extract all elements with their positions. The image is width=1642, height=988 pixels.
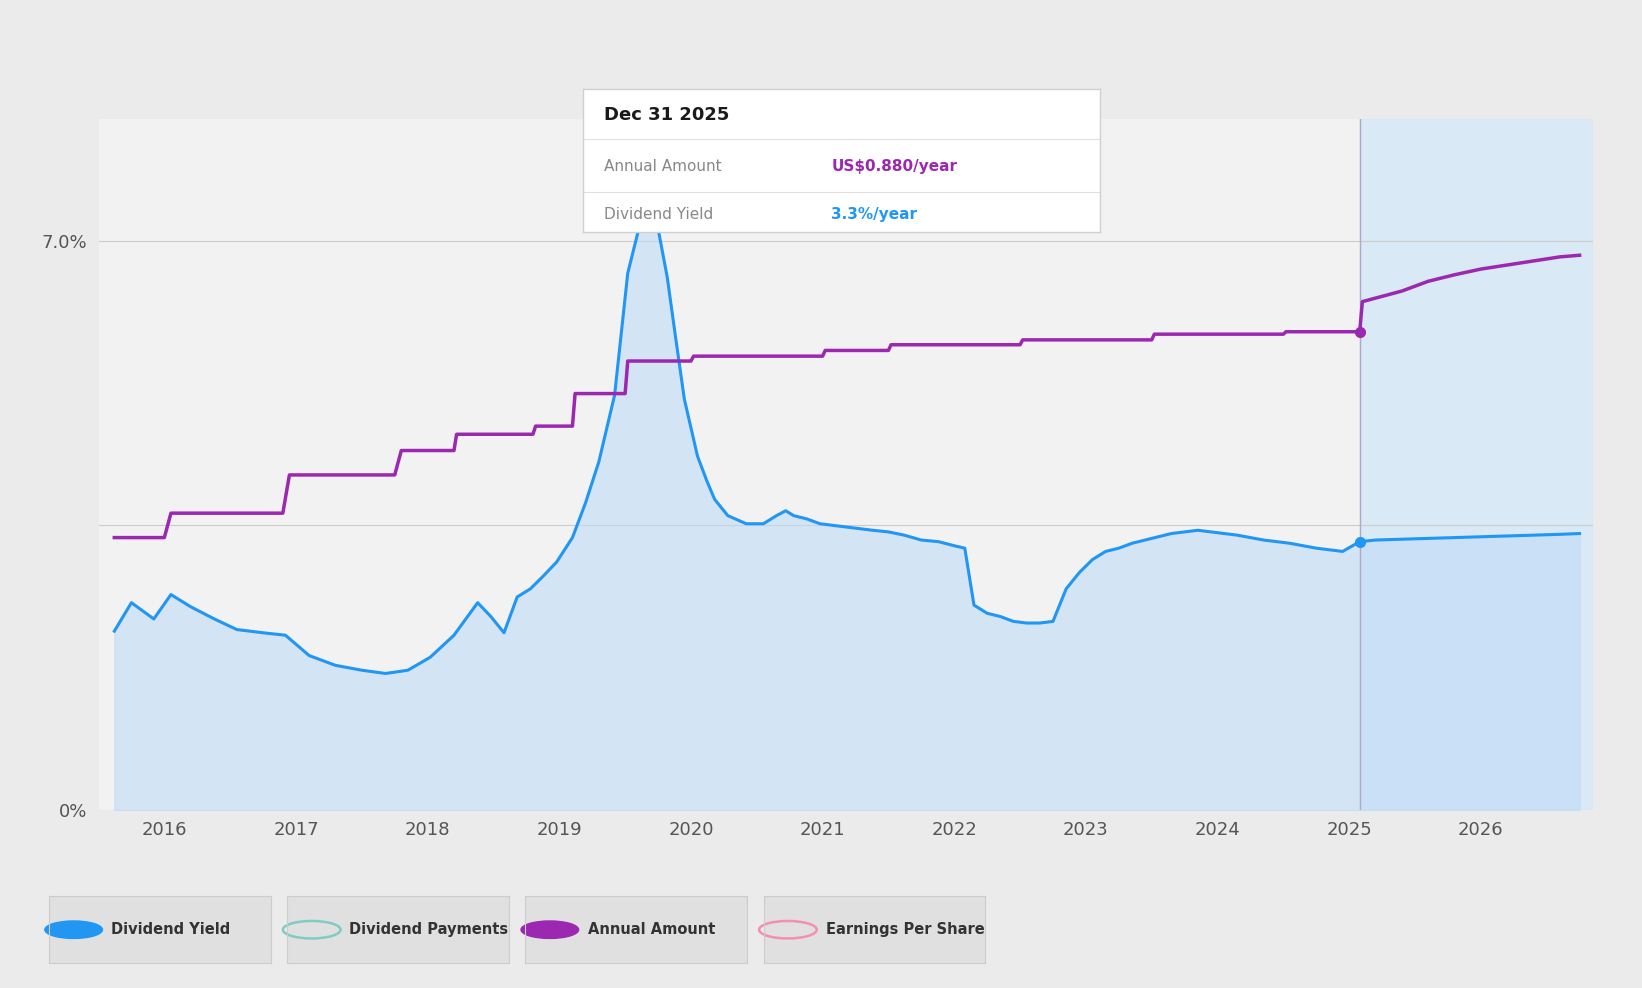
Circle shape — [521, 921, 578, 939]
Circle shape — [44, 921, 102, 939]
Text: Dividend Yield: Dividend Yield — [604, 207, 713, 222]
Text: Earnings Per Share: Earnings Per Share — [826, 922, 984, 938]
Text: Annual Amount: Annual Amount — [604, 159, 721, 174]
Text: Dividend Payments: Dividend Payments — [350, 922, 509, 938]
Text: 3.3%/year: 3.3%/year — [831, 207, 918, 222]
Text: US$0.880/year: US$0.880/year — [831, 159, 957, 174]
Text: Annual Amount: Annual Amount — [588, 922, 714, 938]
Text: Dec 31 2025: Dec 31 2025 — [604, 106, 729, 124]
Text: Dividend Yield: Dividend Yield — [112, 922, 230, 938]
Bar — [1360, 119, 1593, 810]
